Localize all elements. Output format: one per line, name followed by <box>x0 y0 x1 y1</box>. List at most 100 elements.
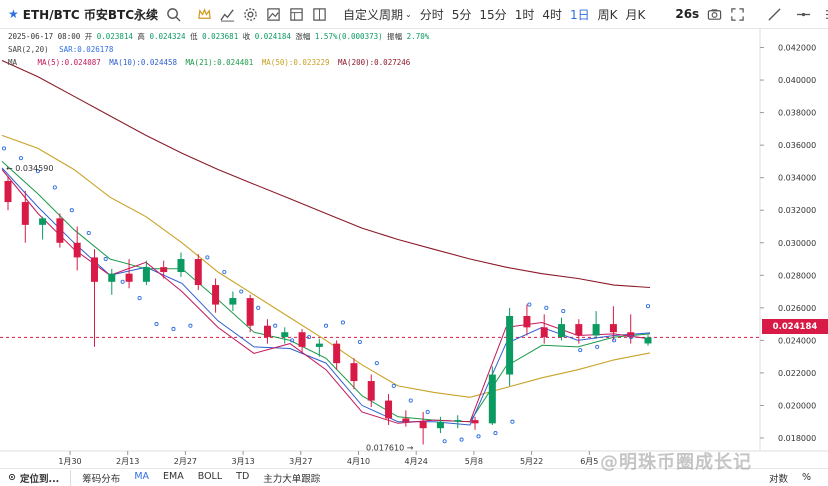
x-tick-label-4: 3月27 <box>289 457 312 465</box>
candle-body-37 <box>644 337 652 344</box>
y-tick-label-11: 0.020000 <box>778 401 816 410</box>
location-pin-icon: ⊙ <box>8 472 16 483</box>
sar-dot-10 <box>171 326 176 332</box>
candle-body-12 <box>212 285 220 305</box>
candle-body-11 <box>194 259 202 286</box>
interval-tab-7[interactable]: 月K <box>625 7 646 22</box>
symbol-selector[interactable]: ★ ETH/BTC 币安BTC永续 <box>0 0 162 28</box>
interval-tab-4[interactable]: 4时 <box>542 7 562 22</box>
indicator-tab-0[interactable]: 筹码分布 <box>82 473 121 485</box>
interval-tab-2[interactable]: 15分 <box>479 7 507 22</box>
indicator-tab-3[interactable]: BOLL <box>197 470 223 482</box>
indicator-tab-2[interactable]: EMA <box>163 470 184 482</box>
percent-scale-toggle[interactable]: % <box>801 472 811 483</box>
sar-dot-6 <box>103 256 108 262</box>
indicator-icon[interactable] <box>220 5 235 23</box>
sar-dot-25 <box>425 409 430 415</box>
interval-tab-0[interactable]: 分时 <box>419 7 444 22</box>
sar-dot-4 <box>69 208 74 213</box>
y-tick-label-1: 0.040000 <box>778 76 816 85</box>
ma5-line <box>1 169 651 424</box>
interval-tab-6[interactable]: 周K <box>597 7 618 22</box>
candle-body-9 <box>160 267 168 273</box>
legend-high-label: 高 <box>137 32 145 41</box>
sar-dot-19 <box>323 323 329 328</box>
crown-icon[interactable] <box>197 5 212 23</box>
ma-row: MA MA(5):0.024087 MA(10):0.024458 MA(21)… <box>8 56 429 69</box>
sar-dot-21 <box>357 339 362 345</box>
candle-body-25 <box>436 421 444 429</box>
top-toolbar: ★ ETH/BTC 币安BTC永续 自定义周期 ⌄ 分时 5分 15分 1时 4时 1日周… <box>0 0 828 29</box>
ma50-value: MA(50):0.023229 <box>261 58 330 67</box>
indicator-tab-1[interactable]: MA <box>134 470 150 482</box>
legend-open: 0.023814 <box>96 32 133 41</box>
y-tick-label-6: 0.030000 <box>778 239 816 248</box>
ma10-line <box>1 167 651 426</box>
interval-tab-5[interactable]: 1日 <box>569 7 590 22</box>
trend-line-tool-icon[interactable] <box>767 5 782 23</box>
sar-dot-16 <box>273 323 278 328</box>
indicator-tab-4[interactable]: TD <box>236 470 250 482</box>
candle-body-1 <box>21 202 29 225</box>
sar-dot-22 <box>374 361 379 366</box>
locate-label: 定位到... <box>19 473 60 485</box>
current-price-tag: 0.024184 <box>762 319 828 334</box>
candle-body-17 <box>298 332 306 347</box>
candle-body-33 <box>575 324 583 336</box>
y-tick-label-10: 0.022000 <box>778 369 816 378</box>
legend-amp: 2.70% <box>406 32 430 41</box>
candle-body-16 <box>281 332 289 338</box>
candle-body-22 <box>385 400 393 419</box>
y-tick-label-8: 0.026000 <box>778 304 816 313</box>
interval-tab-3[interactable]: 1时 <box>514 7 535 22</box>
legend-close-label: 收 <box>242 32 251 41</box>
countdown-timer: 26s <box>675 7 700 21</box>
sar-dot-33 <box>561 309 566 314</box>
candle-body-13 <box>229 298 237 305</box>
search-icon[interactable] <box>166 5 181 23</box>
watermark: @明珠币圈成长记 <box>600 452 752 473</box>
horizontal-line-tool-icon[interactable] <box>796 5 811 23</box>
sar-dot-23 <box>391 383 396 388</box>
legend-change: 1.57%(0.000373) <box>314 32 383 41</box>
settings-gear-icon[interactable] <box>243 5 258 23</box>
layout-icon[interactable] <box>312 5 327 23</box>
ohlc-row: 2025-06-17 08:00 开 0.023814 高 0.024324 低… <box>8 30 429 43</box>
sar-title: SAR(2,20) <box>8 45 49 54</box>
sar-dot-7 <box>120 279 125 284</box>
sar-dot-31 <box>527 302 532 307</box>
x-tick-label-0: 1月30 <box>58 457 81 465</box>
x-tick-label-5: 4月10 <box>347 457 370 465</box>
sar-dot-9 <box>154 322 159 327</box>
candle-body-32 <box>558 324 566 338</box>
template-icon[interactable] <box>289 5 304 23</box>
candle-body-4 <box>73 242 81 258</box>
candle-body-24 <box>419 421 427 429</box>
indicator-tab-5[interactable]: 主力大单跟踪 <box>263 473 321 485</box>
favorite-star-icon[interactable]: ★ <box>8 7 19 21</box>
candle-body-19 <box>333 343 341 364</box>
fullscreen-icon[interactable] <box>730 5 745 23</box>
camera-icon[interactable] <box>707 5 722 23</box>
sar-dot-20 <box>340 320 345 325</box>
candle-body-7 <box>125 273 133 282</box>
image-icon[interactable] <box>266 5 281 23</box>
ma5-value: MA(5):0.024087 <box>37 58 101 67</box>
candle-body-14 <box>246 298 254 326</box>
candlestick-chart[interactable]: 0.042000 0.040000 0.038000 0.036000 0.034000… <box>0 28 828 465</box>
y-tick-label-3: 0.036000 <box>778 141 816 150</box>
indicator-tabs: 筹码分布 MA EMA BOLL TD 主力大单跟踪 <box>75 471 327 485</box>
legend-low-label: 低 <box>190 32 198 41</box>
sar-dot-15 <box>256 305 261 310</box>
annotation-low: 0.017610 → <box>366 443 414 452</box>
sar-dot-11 <box>188 323 193 328</box>
locate-button[interactable]: ⊙ 定位到... <box>0 471 66 485</box>
custom-period-label: 自定义周期 <box>343 7 404 22</box>
interval-tab-1[interactable]: 5分 <box>451 7 472 22</box>
log-scale-toggle[interactable]: 对数 <box>768 473 788 485</box>
candle-body-23 <box>402 418 410 422</box>
custom-period-dropdown[interactable]: 自定义周期 ⌄ <box>339 0 416 28</box>
sar-dot-18 <box>307 335 312 340</box>
candle-body-26 <box>454 420 462 422</box>
annotation-high: ← 0.034590 <box>6 164 53 173</box>
